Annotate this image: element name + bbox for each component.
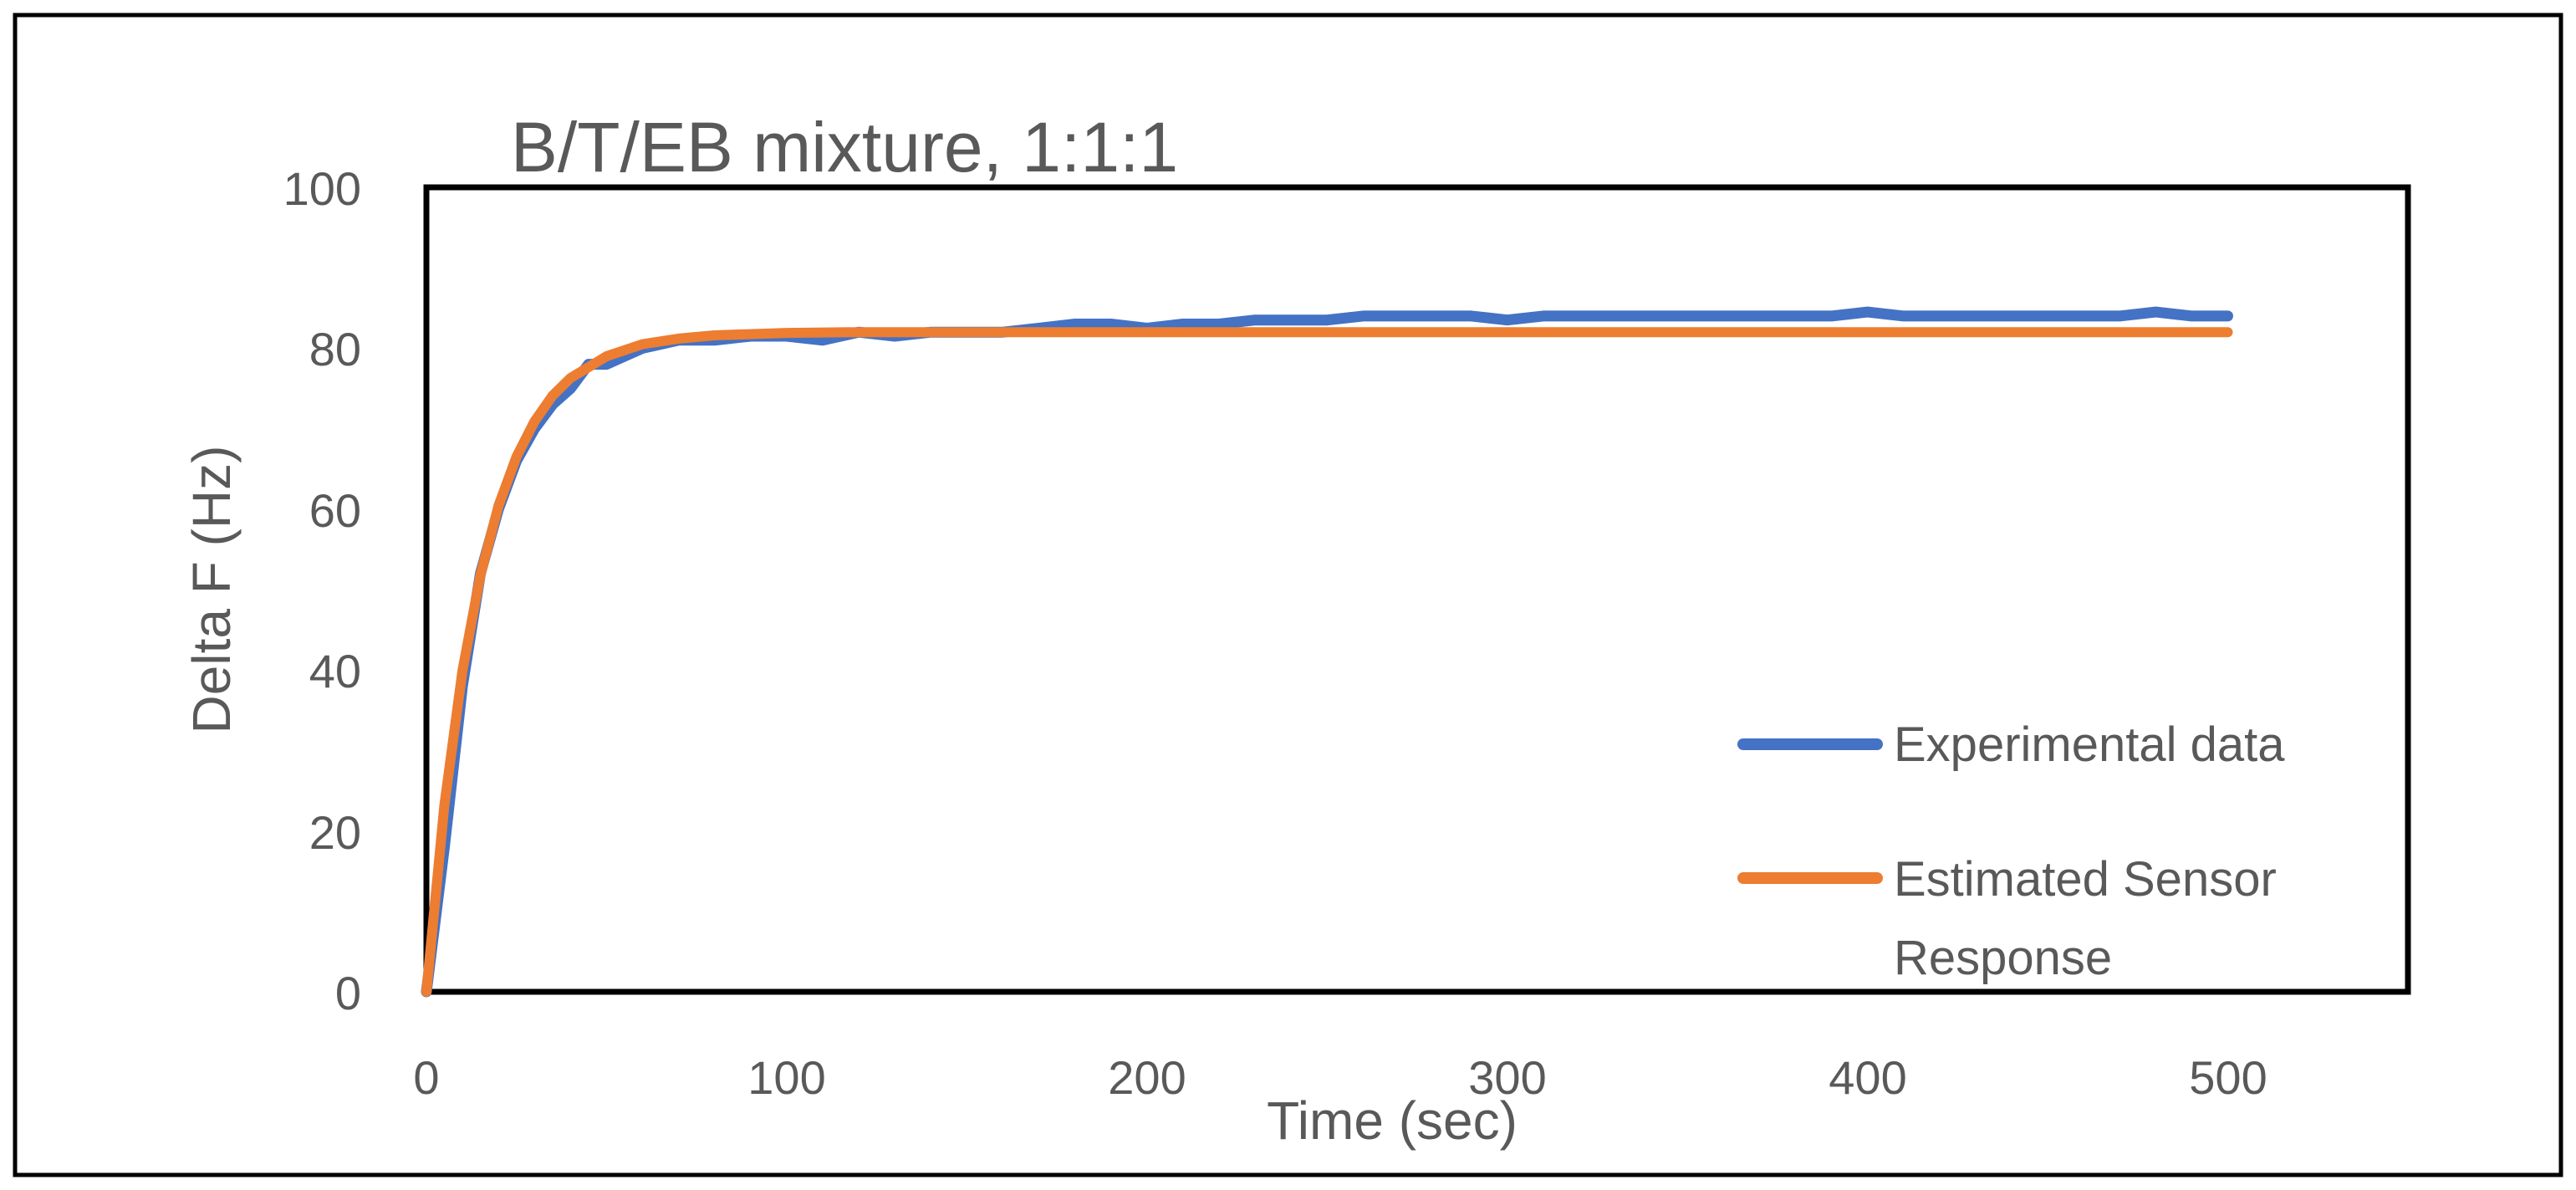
legend-label-experimental: Experimental data (1894, 718, 2285, 772)
y-tick-label: 40 (309, 645, 361, 697)
x-axis-label: Time (sec) (1267, 1090, 1518, 1151)
x-tick-label: 500 (2189, 1051, 2267, 1104)
legend-label-estimated: Estimated Sensor Response (1894, 852, 2290, 985)
chart-title: B/T/EB mixture, 1:1:1 (511, 108, 1178, 186)
series-layer (421, 306, 2233, 998)
y-axis: 0 20 40 60 80 100 (283, 162, 361, 1019)
x-tick-label: 200 (1108, 1051, 1186, 1104)
x-axis: 0 100 200 300 400 500 (413, 1051, 2267, 1104)
y-tick-label: 80 (309, 323, 361, 375)
x-tick-label: 300 (1468, 1051, 1546, 1104)
y-tick-label: 0 (335, 967, 361, 1019)
y-axis-label: Delta F (Hz) (181, 446, 242, 734)
series-line-estimated-sensor-response (421, 327, 2233, 997)
y-tick-label: 100 (283, 162, 361, 215)
x-tick-label: 400 (1829, 1051, 1906, 1104)
y-tick-label: 60 (309, 484, 361, 537)
x-tick-label: 100 (747, 1051, 825, 1104)
x-tick-label: 0 (413, 1051, 439, 1104)
legend: Experimental data Estimated Sensor Respo… (1737, 718, 2290, 985)
y-tick-label: 20 (309, 806, 361, 859)
